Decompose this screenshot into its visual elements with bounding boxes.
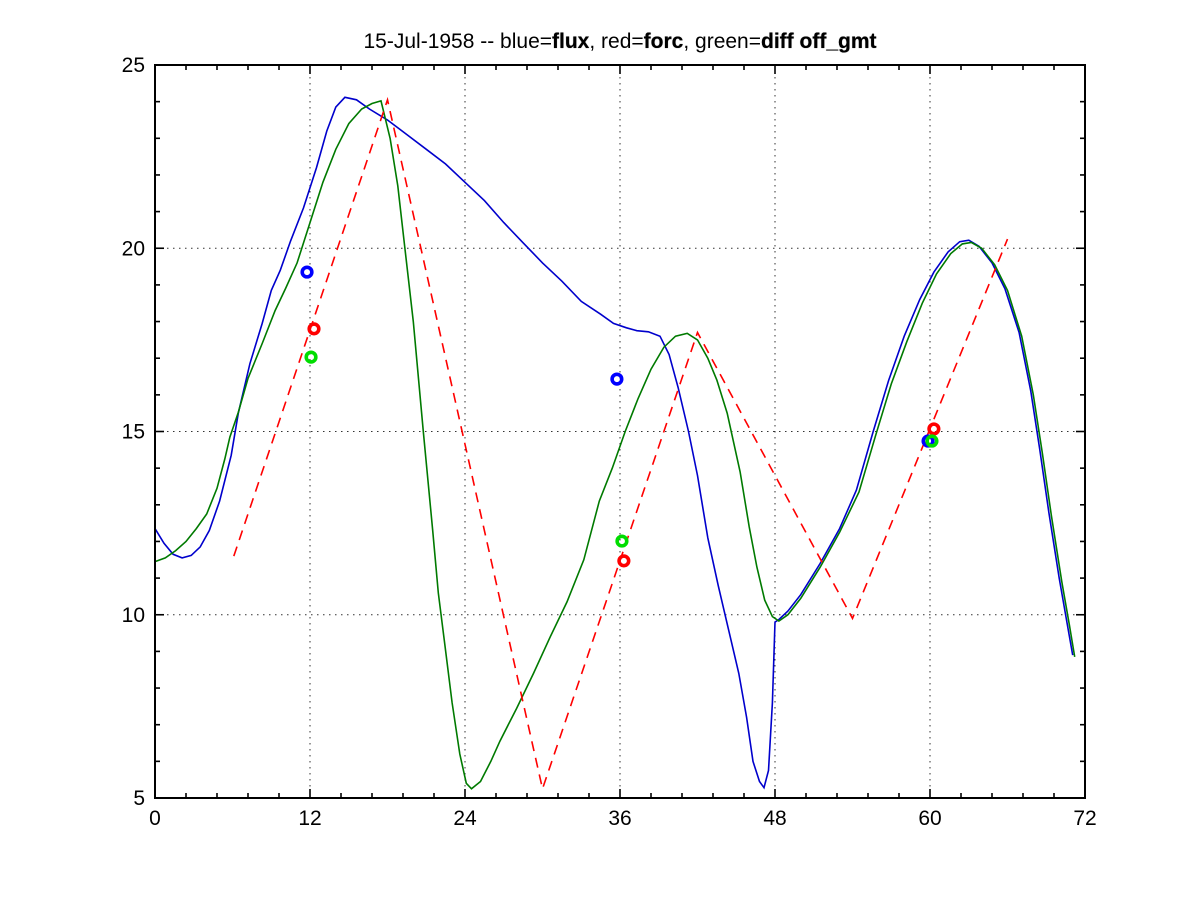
title-segment: , green= (683, 30, 762, 53)
marker-forc (617, 554, 631, 568)
y-tick-label: 5 (133, 787, 145, 810)
x-tick-label: 72 (1073, 807, 1096, 830)
title-segment: flux (552, 30, 590, 53)
marker-diff (304, 350, 318, 364)
marker-diff (615, 534, 629, 548)
marker-forc (927, 422, 941, 436)
x-tick-label: 48 (763, 807, 786, 830)
y-tick-label: 10 (122, 604, 145, 627)
y-tick-label: 20 (122, 237, 145, 260)
chart-title: 15-Jul-1958 -- blue=flux, red=forc, gree… (155, 30, 1085, 54)
marker-flux (610, 372, 624, 386)
series-diff-line (154, 99, 1076, 790)
x-tick-label: 0 (149, 807, 161, 830)
x-tick-label: 36 (608, 807, 631, 830)
title-segment: , red= (589, 30, 644, 53)
title-segment: diff off_gmt (761, 30, 877, 53)
x-tick-label: 60 (918, 807, 941, 830)
marker-flux (300, 265, 314, 279)
title-segment: 15-Jul-1958 -- blue= (363, 30, 553, 53)
x-tick-label: 12 (298, 807, 321, 830)
marker-diff (925, 434, 939, 448)
marker-forc (307, 322, 321, 336)
x-tick-label: 24 (453, 807, 477, 830)
series-flux-line (154, 96, 1074, 790)
y-tick-label: 15 (122, 421, 145, 444)
title-segment: forc (643, 30, 684, 53)
y-tick-label: 25 (122, 54, 145, 77)
